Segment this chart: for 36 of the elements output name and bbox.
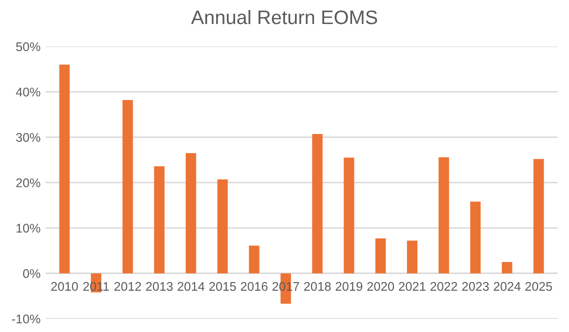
bar: [438, 157, 450, 274]
x-tick-label: 2014: [178, 282, 204, 291]
y-tick-label: 10%: [16, 224, 40, 233]
bar: [154, 166, 165, 274]
bar: [248, 246, 260, 274]
x-tick-label: 2024: [494, 282, 521, 291]
x-tick-label: 2020: [367, 282, 394, 291]
x-tick-label: 2025: [525, 282, 552, 291]
bar: [406, 240, 418, 274]
bar: [312, 134, 323, 274]
chart-title: Annual Return EOMS: [191, 10, 378, 24]
bar: [533, 159, 544, 274]
bar: [470, 202, 481, 274]
bar: [217, 179, 228, 274]
bar: [375, 238, 386, 274]
y-tick-label: 50%: [16, 42, 40, 52]
x-tick-label: 2010: [51, 282, 78, 291]
bar: [59, 64, 70, 274]
x-tick-label: 2013: [146, 282, 173, 291]
y-tick-label: 40%: [16, 88, 40, 97]
bar: [344, 158, 354, 274]
x-tick-label: 2023: [462, 282, 489, 291]
x-tick-label: 2022: [430, 282, 458, 291]
bar: [502, 262, 512, 274]
x-tick-label: 2019: [336, 282, 362, 291]
x-tick-label: 2016: [240, 282, 268, 291]
y-tick-label: -10%: [12, 314, 40, 324]
bar: [122, 100, 133, 274]
x-tick-label: 2015: [209, 282, 236, 291]
x-tick-label: 2021: [398, 282, 426, 291]
x-tick-label: 2018: [304, 282, 331, 291]
y-tick-label: 30%: [16, 133, 40, 142]
y-tick-label: 20%: [16, 178, 40, 188]
x-tick-label: 2012: [114, 282, 141, 291]
bar: [186, 153, 196, 274]
y-tick-label: 0%: [23, 269, 40, 278]
